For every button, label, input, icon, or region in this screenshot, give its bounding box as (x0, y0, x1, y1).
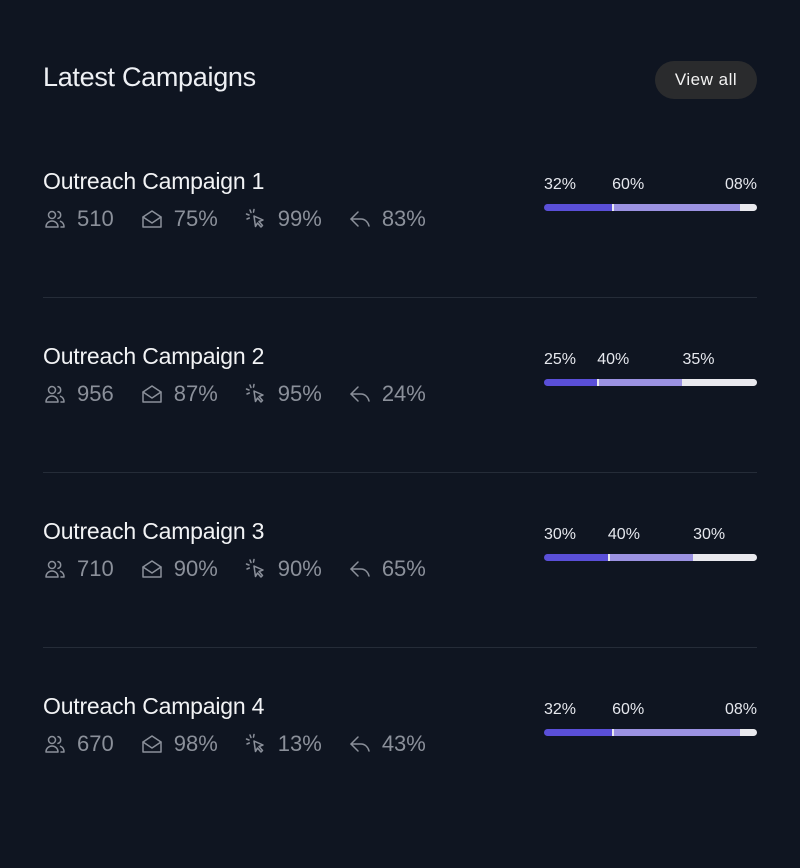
progress-bar (544, 554, 757, 561)
stat-value: 24% (381, 381, 426, 406)
stat-value: 710 (77, 556, 114, 581)
stat: 670 (43, 731, 114, 757)
stat: 95% (244, 381, 322, 407)
stat: 99% (244, 206, 322, 232)
segment-label: 30% (544, 526, 577, 543)
stat: 90% (140, 556, 218, 582)
progress-bar (544, 204, 757, 211)
campaign-stats: 710 90% 90% 65% (43, 556, 426, 582)
click-icon (245, 558, 264, 578)
progress-segment (739, 204, 757, 211)
click-icon (245, 733, 264, 753)
recipients-icon (45, 210, 65, 228)
recipients-icon (45, 735, 65, 753)
segment-label: 40% (607, 526, 640, 543)
open-icon (141, 210, 162, 228)
campaign-row: Outreach Campaign 4 670 98% 13% 43% 32% 60% 08% (43, 693, 757, 868)
campaign-name: Outreach Campaign 2 (43, 343, 265, 369)
campaign-stats: 670 98% 13% 43% (43, 731, 426, 757)
stat-value: 83% (381, 206, 426, 231)
stat: 43% (348, 731, 426, 757)
progress: 25% 40% 35% (544, 351, 757, 391)
title: Latest Campaigns (43, 62, 256, 92)
progress-segment (607, 554, 694, 561)
recipients-icon (45, 385, 65, 403)
page: Latest Campaigns View all Outreach Campa… (43, 61, 757, 756)
campaign-name: Outreach Campaign 3 (43, 518, 265, 544)
stat-value: 43% (381, 731, 426, 756)
stat: 710 (43, 556, 114, 582)
stat: 75% (140, 206, 218, 232)
segment-label: 32% (544, 701, 577, 718)
recipients-icon (45, 560, 65, 578)
open-icon (141, 735, 162, 753)
stat: 24% (348, 381, 426, 407)
stat-value: 13% (277, 731, 322, 756)
segment-label: 08% (724, 176, 757, 193)
segment-label: 40% (597, 351, 630, 368)
stat-value: 90% (277, 556, 322, 581)
stat-value: 98% (173, 731, 218, 756)
divider (43, 647, 757, 648)
stat: 956 (43, 381, 114, 407)
reply-icon (350, 386, 370, 402)
campaign-row: Outreach Campaign 2 956 87% 95% 24% 25% 40% 35% (43, 343, 757, 518)
segment-label: 35% (682, 351, 715, 368)
stat-value: 75% (173, 206, 218, 231)
stat-value: 956 (77, 381, 114, 406)
stat: 87% (140, 381, 218, 407)
segment-label: 30% (693, 526, 726, 543)
segment-label: 60% (612, 176, 645, 193)
progress-segment (544, 379, 598, 386)
campaign-stats: 956 87% 95% 24% (43, 381, 426, 407)
stat-value: 99% (277, 206, 322, 231)
stat-value: 65% (381, 556, 426, 581)
campaign-name: Outreach Campaign 4 (43, 693, 265, 719)
reply-icon (350, 736, 370, 752)
divider (43, 297, 757, 298)
stat-value: 95% (277, 381, 322, 406)
click-icon (245, 208, 264, 228)
progress: 32% 60% 08% (544, 701, 757, 741)
reply-icon (350, 561, 370, 577)
stat: 98% (140, 731, 218, 757)
campaign-stats: 510 75% 99% 83% (43, 206, 426, 232)
stat: 65% (348, 556, 426, 582)
progress: 30% 40% 30% (544, 526, 757, 566)
progress-bar (544, 379, 757, 386)
campaign-row: Outreach Campaign 3 710 90% 90% 65% 30% 40% 30% (43, 518, 757, 693)
stat-value: 90% (173, 556, 218, 581)
progress: 32% 60% 08% (544, 176, 757, 216)
progress-segment (597, 379, 683, 386)
open-icon (141, 560, 162, 578)
progress-segment (612, 204, 740, 211)
progress-segment (544, 204, 613, 211)
campaign-row: Outreach Campaign 1 510 75% 99% 83% 32% 60% 08% (43, 168, 757, 343)
progress-bar (544, 729, 757, 736)
campaign-name: Outreach Campaign 1 (43, 168, 265, 194)
stat: 510 (43, 206, 114, 232)
stat: 90% (244, 556, 322, 582)
progress-segment (544, 729, 613, 736)
reply-icon (350, 211, 370, 227)
segment-label: 60% (612, 701, 645, 718)
progress-segment (544, 554, 608, 561)
stat-value: 87% (173, 381, 218, 406)
stat: 13% (244, 731, 322, 757)
stat: 83% (348, 206, 426, 232)
open-icon (141, 385, 162, 403)
divider (43, 472, 757, 473)
progress-segment (739, 729, 757, 736)
stat-value: 670 (77, 731, 114, 756)
progress-segment (612, 729, 740, 736)
progress-segment (693, 554, 757, 561)
click-icon (245, 383, 264, 403)
segment-label: 25% (544, 351, 577, 368)
progress-segment (682, 379, 757, 386)
view-all-button[interactable]: View all (655, 61, 757, 99)
segment-label: 32% (544, 176, 577, 193)
stat-value: 510 (77, 206, 114, 231)
segment-label: 08% (724, 701, 757, 718)
